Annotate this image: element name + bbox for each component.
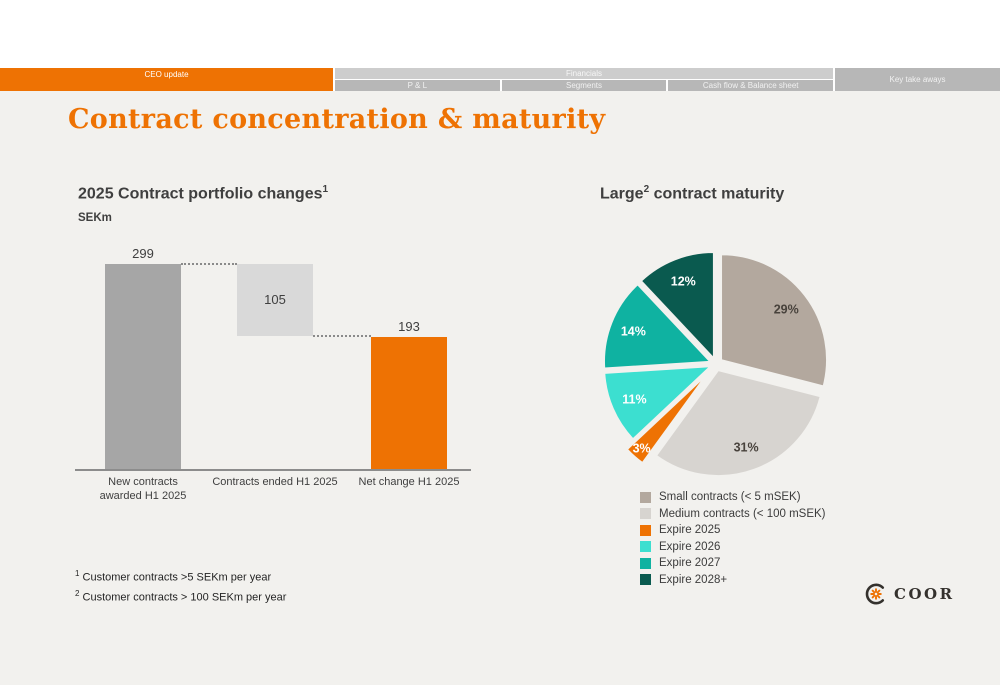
tab-segments[interactable]: Segments (501, 80, 667, 91)
pie-slice-label: 31% (734, 441, 759, 455)
waterfall-connector (181, 263, 237, 265)
pie-heading: Large2 contract maturity (600, 184, 784, 203)
pie-heading-pre: Large (600, 185, 644, 203)
pie-slice-label: 14% (621, 324, 646, 338)
pie-slice-1 (655, 370, 821, 477)
legend-item-3: Expire 2026 (640, 541, 826, 553)
top-navigation: CEO update Financials P & L Segments Cas… (0, 68, 1000, 91)
coor-logo-icon (865, 583, 885, 605)
legend-swatch (640, 491, 651, 503)
tab-p-and-l[interactable]: P & L (335, 80, 500, 91)
pie-slice-label: 3% (633, 441, 651, 455)
pie-heading-post: contract maturity (649, 185, 785, 203)
page-title: Contract concentration & maturity (68, 104, 606, 135)
waterfall-category-label: Net change H1 2025 (358, 476, 460, 488)
waterfall-value-label: 105 (264, 291, 286, 307)
waterfall-bar-0 (105, 264, 181, 469)
tab-key-take-aways[interactable]: Key take aways (835, 68, 1000, 91)
sun-icon (870, 588, 882, 600)
legend-label: Expire 2027 (659, 557, 721, 569)
waterfall-connector (313, 334, 371, 337)
pie-slice-label: 11% (622, 392, 646, 406)
legend-swatch (640, 524, 651, 536)
legend-label: Expire 2026 (659, 540, 721, 553)
waterfall-value-label: 193 (398, 318, 420, 334)
waterfall-baseline (75, 469, 471, 471)
waterfall-category-label: Contracts ended H1 2025 (212, 476, 338, 488)
footnotes: 1 Customer contracts >5 SEKm per year 2 … (75, 566, 286, 605)
legend-swatch (640, 557, 651, 569)
waterfall-bar-2 (371, 336, 447, 469)
waterfall-heading-sup: 1 (322, 184, 329, 195)
legend-swatch (640, 541, 651, 552)
legend-label: Expire 2028+ (659, 573, 728, 586)
tab-financials[interactable]: Financials (335, 68, 833, 79)
pie-slice-label: 12% (671, 274, 696, 288)
legend-item-2: Expire 2025 (640, 524, 826, 536)
pie-slice-3 (604, 366, 711, 440)
pie-slice-5 (640, 251, 714, 359)
legend-item-1: Medium contracts (< 100 mSEK) (640, 508, 826, 520)
legend-swatch (640, 508, 651, 519)
pie-slice-4 (604, 284, 711, 369)
pie-slice-0 (721, 254, 828, 387)
waterfall-bar-1 (237, 264, 313, 336)
waterfall-heading: 2025 Contract portfolio changes1 (78, 184, 328, 203)
pie-heading-sup: 2 (643, 184, 650, 195)
unit-label: SEKm (78, 212, 112, 224)
legend-item-0: Small contracts (< 5 mSEK) (640, 491, 826, 503)
legend-item-4: Expire 2027 (640, 557, 826, 569)
waterfall-value-label: 299 (132, 246, 154, 261)
coor-logo: COOR (864, 582, 955, 606)
legend-label: Small contracts (< 5 mSEK) (659, 491, 801, 503)
waterfall-chart: 299 New contracts awarded H1 2025 105 Contr… (75, 246, 471, 518)
footnote-2: 2 Customer contracts > 100 SEKm per year (75, 588, 287, 604)
top-margin (0, 0, 1000, 68)
legend-item-5: Expire 2028+ (640, 574, 826, 586)
maturity-pie-chart: 29% 31% 3% 11% 14% 12% (604, 251, 828, 477)
legend-label: Expire 2025 (659, 524, 721, 536)
legend-label: Medium contracts (< 100 mSEK) (659, 507, 826, 520)
legend-swatch (640, 574, 651, 585)
nav-financials-group: Financials P & L Segments Cash flow & Ba… (335, 68, 834, 91)
waterfall-heading-text: 2025 Contract portfolio changes (78, 185, 323, 203)
pie-legend: Small contracts (< 5 mSEK) Medium contrac… (640, 491, 826, 590)
footnote-1: 1 Customer contracts >5 SEKm per year (75, 569, 272, 584)
waterfall-category-label: New contracts awarded H1 2025 (99, 476, 187, 502)
pie-slice-label: 29% (774, 303, 799, 317)
coor-logo-text: COOR (894, 585, 955, 603)
tab-ceo-update[interactable]: CEO update (0, 68, 333, 91)
pie-slice-2 (626, 377, 705, 464)
nav-financials-subtabs: P & L Segments Cash flow & Balance sheet (335, 80, 834, 91)
tab-cash-flow-balance-sheet[interactable]: Cash flow & Balance sheet (668, 80, 834, 91)
